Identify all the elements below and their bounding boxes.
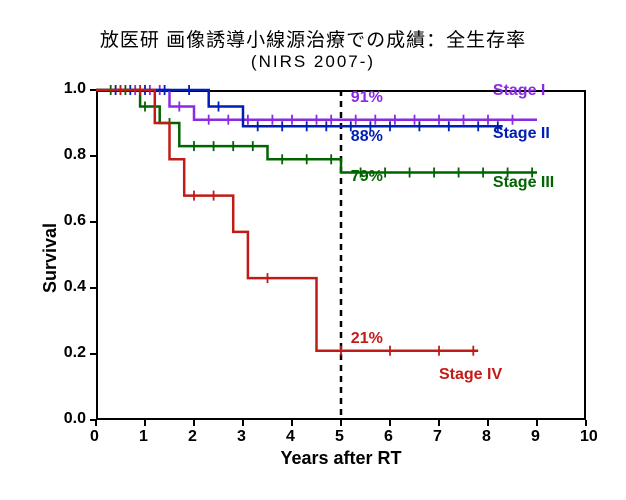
stage-label-stage1: Stage I bbox=[493, 82, 545, 100]
censor-mark-stage2 bbox=[322, 121, 330, 131]
y-axis-label: Survival bbox=[40, 223, 61, 293]
x-tick-label: 8 bbox=[482, 428, 491, 446]
y-tick-label: 0.4 bbox=[64, 278, 86, 296]
x-tick-mark bbox=[438, 420, 440, 426]
x-tick-mark bbox=[144, 420, 146, 426]
censor-mark-stage2 bbox=[415, 121, 423, 131]
censor-mark-stage1 bbox=[224, 115, 232, 125]
y-tick-mark bbox=[90, 155, 96, 157]
x-tick-mark bbox=[95, 420, 97, 426]
censor-mark-stage1 bbox=[435, 115, 443, 125]
x-tick-mark bbox=[487, 420, 489, 426]
x-tick-label: 6 bbox=[384, 428, 393, 446]
censor-mark-stage1 bbox=[509, 115, 517, 125]
censor-mark-stage2 bbox=[303, 121, 311, 131]
censor-mark-stage4 bbox=[190, 191, 198, 201]
censor-mark-stage3 bbox=[479, 168, 487, 178]
y-tick-mark bbox=[90, 89, 96, 91]
censor-mark-stage4 bbox=[435, 346, 443, 356]
censor-mark-stage3 bbox=[249, 141, 257, 151]
x-tick-label: 7 bbox=[433, 428, 442, 446]
stage-label-stage2: Stage II bbox=[493, 125, 550, 143]
censor-mark-stage1 bbox=[268, 115, 276, 125]
x-tick-mark bbox=[291, 420, 293, 426]
censor-mark-stage4 bbox=[136, 85, 144, 95]
x-tick-label: 4 bbox=[286, 428, 295, 446]
x-tick-label: 2 bbox=[188, 428, 197, 446]
censor-mark-stage3 bbox=[455, 168, 463, 178]
censor-mark-stage3 bbox=[210, 141, 218, 151]
censor-mark-stage1 bbox=[391, 115, 399, 125]
censor-mark-stage4 bbox=[337, 346, 345, 356]
x-axis-label: Years after RT bbox=[96, 448, 586, 469]
stage-label-stage4: Stage IV bbox=[439, 366, 502, 384]
x-tick-label: 10 bbox=[580, 428, 598, 446]
censor-mark-stage3 bbox=[406, 168, 414, 178]
censor-mark-stage3 bbox=[278, 154, 286, 164]
censor-mark-stage1 bbox=[484, 115, 492, 125]
x-tick-mark bbox=[340, 420, 342, 426]
pct-label-stage4: 21% bbox=[351, 330, 383, 348]
censor-mark-stage3 bbox=[327, 154, 335, 164]
censor-mark-stage1 bbox=[244, 115, 252, 125]
y-tick-mark bbox=[90, 221, 96, 223]
stage-label-stage3: Stage III bbox=[493, 174, 554, 192]
censor-mark-stage1 bbox=[205, 115, 213, 125]
x-tick-mark bbox=[585, 420, 587, 426]
x-tick-mark bbox=[193, 420, 195, 426]
pct-label-stage1: 91% bbox=[351, 89, 383, 107]
x-tick-label: 5 bbox=[335, 428, 344, 446]
censor-mark-stage3 bbox=[141, 102, 149, 112]
censor-mark-stage1 bbox=[327, 115, 335, 125]
censor-mark-stage4 bbox=[117, 85, 125, 95]
censor-mark-stage2 bbox=[254, 121, 262, 131]
censor-mark-stage1 bbox=[313, 115, 321, 125]
censor-mark-stage1 bbox=[175, 102, 183, 112]
censor-mark-stage1 bbox=[352, 115, 360, 125]
y-tick-label: 1.0 bbox=[64, 80, 86, 98]
censor-mark-stage2 bbox=[161, 85, 169, 95]
y-tick-label: 0.0 bbox=[64, 410, 86, 428]
km-curve-stage4 bbox=[96, 90, 478, 351]
censor-mark-stage2 bbox=[386, 121, 394, 131]
censor-mark-stage2 bbox=[474, 121, 482, 131]
censor-mark-stage1 bbox=[460, 115, 468, 125]
censor-mark-stage1 bbox=[288, 115, 296, 125]
chart-title-main: 放医研 画像誘導小線源治療での成績：全生存率 bbox=[0, 25, 626, 52]
censor-mark-stage4 bbox=[386, 346, 394, 356]
x-tick-mark bbox=[242, 420, 244, 426]
x-tick-mark bbox=[389, 420, 391, 426]
censor-mark-stage3 bbox=[229, 141, 237, 151]
censor-mark-stage3 bbox=[430, 168, 438, 178]
pct-label-stage2: 88% bbox=[351, 128, 383, 146]
x-tick-label: 9 bbox=[531, 428, 540, 446]
censor-mark-stage2 bbox=[278, 121, 286, 131]
censor-mark-stage3 bbox=[190, 141, 198, 151]
censor-mark-stage4 bbox=[469, 346, 477, 356]
x-tick-label: 1 bbox=[139, 428, 148, 446]
x-tick-mark bbox=[536, 420, 538, 426]
y-tick-label: 0.6 bbox=[64, 212, 86, 230]
censor-mark-stage4 bbox=[210, 191, 218, 201]
censor-mark-stage1 bbox=[371, 115, 379, 125]
censor-mark-stage4 bbox=[264, 273, 272, 283]
x-tick-label: 3 bbox=[237, 428, 246, 446]
censor-mark-stage2 bbox=[215, 102, 223, 112]
x-tick-label: 0 bbox=[90, 428, 99, 446]
censor-mark-stage2 bbox=[185, 85, 193, 95]
pct-label-stage3: 79% bbox=[351, 168, 383, 186]
chart-title-sub: (NIRS 2007-) bbox=[0, 52, 626, 72]
censor-mark-stage2 bbox=[445, 121, 453, 131]
y-tick-label: 0.2 bbox=[64, 344, 86, 362]
censor-mark-stage1 bbox=[411, 115, 419, 125]
y-tick-label: 0.8 bbox=[64, 146, 86, 164]
y-tick-mark bbox=[90, 353, 96, 355]
km-curve-stage3 bbox=[96, 90, 537, 173]
censor-mark-stage3 bbox=[303, 154, 311, 164]
y-tick-mark bbox=[90, 287, 96, 289]
